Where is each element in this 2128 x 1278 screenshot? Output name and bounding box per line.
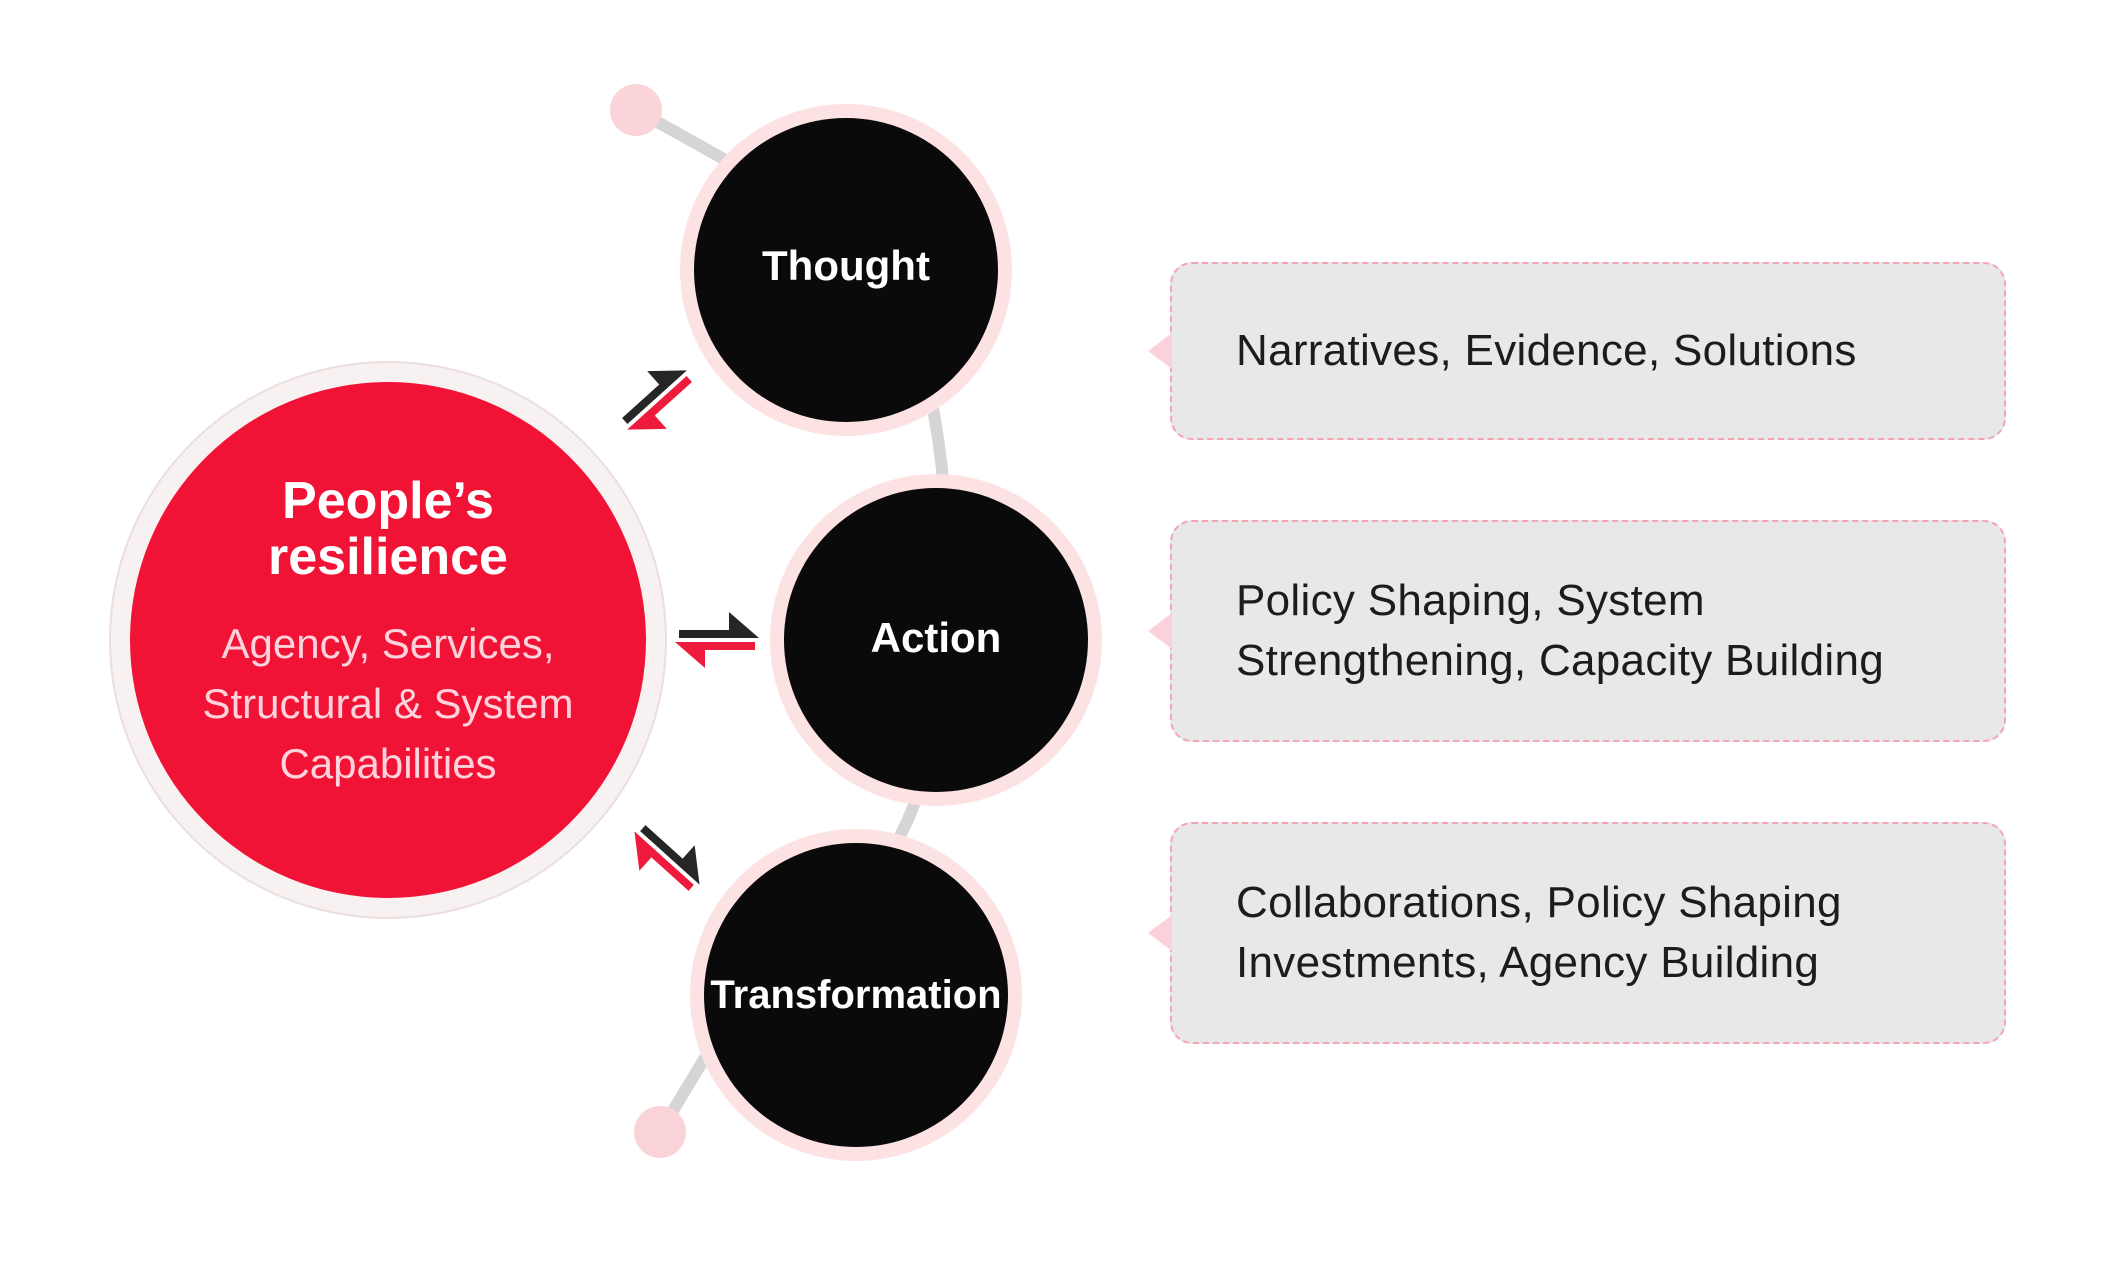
stage-thought-description-box: Narratives, Evidence, Solutions (1148, 262, 2006, 440)
stage-action-circle (784, 488, 1088, 792)
hub-title-line2: resilience (268, 528, 508, 586)
stage-transformation-label: Transformation (710, 973, 1001, 1017)
stage-action-description-box: Policy Shaping, System Strengthening, Ca… (1148, 520, 2006, 742)
hub-title-line1: People’s (282, 472, 494, 530)
stage-transformation-description-box: Collaborations, Policy Shaping Investmen… (1148, 822, 2006, 1044)
stage-action-label: Action (871, 614, 1002, 661)
stage-transformation-circle (704, 843, 1008, 1147)
stage-action-description-line: Policy Shaping, System (1236, 576, 1705, 625)
callout-pointer (1148, 915, 1172, 951)
stage-thought-label: Thought (762, 242, 930, 289)
callout-pointer (1148, 333, 1172, 369)
hub-subtitle-line2: Structural & System (202, 680, 573, 727)
stage-transformation-description-line: Collaborations, Policy Shaping (1236, 878, 1842, 927)
connector-end-dot-bottom (634, 1106, 686, 1158)
connector-end-dot-top (610, 84, 662, 136)
stage-thought-description-line: Narratives, Evidence, Solutions (1236, 326, 1857, 375)
exchange-arrows-action-icon (675, 612, 759, 668)
hub-circle (130, 382, 646, 898)
stage-transformation-description-line: Investments, Agency Building (1236, 938, 1820, 987)
stage-action-description-line: Strengthening, Capacity Building (1236, 636, 1885, 685)
hub-subtitle-line1: Agency, Services, (221, 620, 554, 667)
exchange-arrows-transformation-icon (617, 809, 717, 907)
exchange-arrows-thought-icon (607, 351, 707, 449)
callout-pointer (1148, 613, 1172, 649)
hub-subtitle-line3: Capabilities (279, 740, 496, 787)
stage-thought-circle (694, 118, 998, 422)
